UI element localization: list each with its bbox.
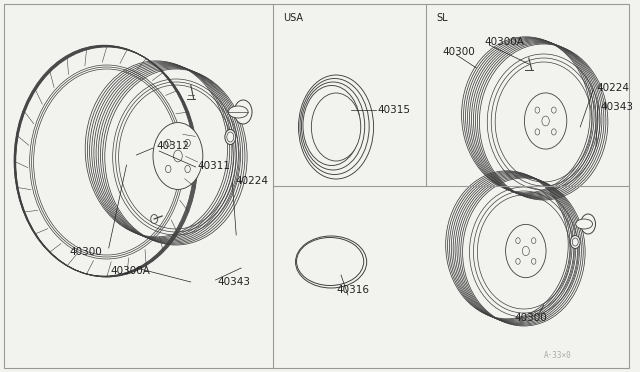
Ellipse shape bbox=[234, 100, 252, 124]
Ellipse shape bbox=[535, 107, 540, 113]
Text: 40311: 40311 bbox=[198, 161, 230, 171]
Ellipse shape bbox=[173, 150, 182, 162]
Ellipse shape bbox=[542, 116, 549, 126]
Ellipse shape bbox=[580, 214, 595, 234]
Ellipse shape bbox=[516, 259, 520, 264]
Text: 40300A: 40300A bbox=[111, 266, 150, 276]
Text: 40312: 40312 bbox=[156, 141, 189, 151]
Ellipse shape bbox=[522, 246, 529, 256]
Text: 40316: 40316 bbox=[336, 285, 369, 295]
Ellipse shape bbox=[552, 129, 556, 135]
Text: 40300: 40300 bbox=[514, 313, 547, 323]
Text: 40300: 40300 bbox=[443, 47, 476, 57]
Ellipse shape bbox=[516, 238, 520, 244]
Ellipse shape bbox=[153, 122, 203, 189]
Text: 40343: 40343 bbox=[218, 277, 250, 287]
Ellipse shape bbox=[151, 215, 157, 224]
Text: 40343: 40343 bbox=[600, 102, 633, 112]
Ellipse shape bbox=[535, 129, 540, 135]
Text: SL: SL bbox=[436, 13, 447, 23]
Ellipse shape bbox=[228, 106, 248, 118]
Ellipse shape bbox=[531, 259, 536, 264]
Text: 40300: 40300 bbox=[69, 247, 102, 257]
Ellipse shape bbox=[531, 238, 536, 244]
Text: USA: USA bbox=[283, 13, 303, 23]
Text: 40300A: 40300A bbox=[484, 37, 524, 47]
Text: 40224: 40224 bbox=[236, 176, 268, 186]
Ellipse shape bbox=[166, 165, 171, 173]
Ellipse shape bbox=[576, 219, 593, 229]
Ellipse shape bbox=[185, 140, 190, 147]
Ellipse shape bbox=[570, 235, 580, 248]
Text: A·33×0: A·33×0 bbox=[544, 351, 572, 360]
Ellipse shape bbox=[38, 73, 176, 251]
Text: 40224: 40224 bbox=[596, 83, 629, 93]
Ellipse shape bbox=[227, 132, 234, 142]
Ellipse shape bbox=[166, 140, 171, 147]
Text: 40315: 40315 bbox=[378, 105, 411, 115]
Ellipse shape bbox=[506, 224, 546, 278]
Ellipse shape bbox=[552, 107, 556, 113]
Ellipse shape bbox=[225, 129, 236, 144]
Ellipse shape bbox=[185, 165, 190, 173]
Ellipse shape bbox=[572, 238, 578, 246]
Ellipse shape bbox=[311, 93, 361, 161]
Ellipse shape bbox=[524, 93, 567, 149]
